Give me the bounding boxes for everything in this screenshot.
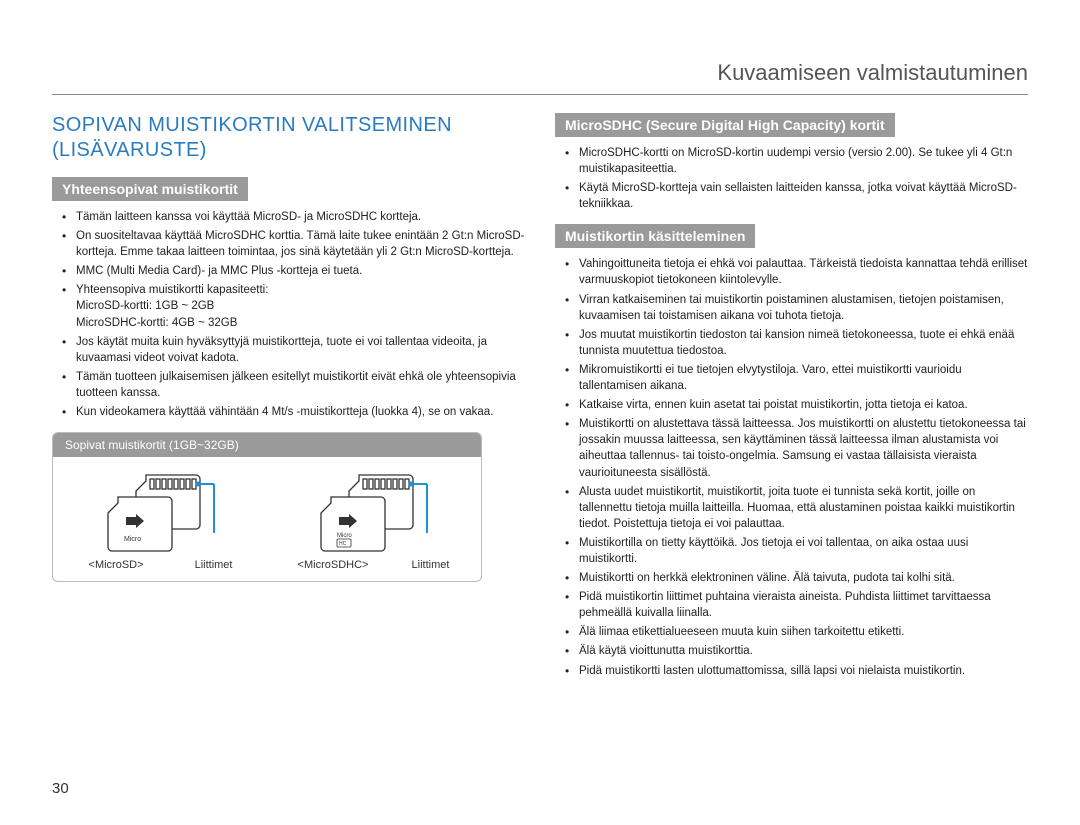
bullet-item: Jos käytät muita kuin hyväksyttyjä muist… (76, 334, 525, 366)
bullet-item: Älä liimaa etikettialueeseen muuta kuin … (579, 624, 1028, 640)
bullet-item: Yhteensopiva muistikortti kapasiteetti:M… (76, 282, 525, 330)
subheading-microsdhc: MicroSDHC (Secure Digital High Capacity)… (555, 113, 895, 137)
bullet-item: Pidä muistikortin liittimet puhtaina vie… (579, 589, 1028, 621)
bullet-item: Muistikortilla on tietty käyttöikä. Jos … (579, 535, 1028, 567)
bullet-item: Tämän laitteen kanssa voi käyttää MicroS… (76, 209, 525, 225)
bullet-item: Muistikortti on herkkä elektroninen väli… (579, 570, 1028, 586)
bullets-compatible: Tämän laitteen kanssa voi käyttää MicroS… (52, 209, 525, 420)
svg-text:Micro: Micro (337, 533, 352, 539)
bullet-item: Muistikortti on alustettava tässä laitte… (579, 416, 1028, 480)
page-number: 30 (52, 780, 69, 797)
microsd-slot: Micro <MicroSD> Liittimet (63, 473, 258, 571)
contacts-label: Liittimet (412, 559, 450, 571)
svg-text:HC: HC (339, 541, 347, 547)
bullets-microsdhc: MicroSDHC-kortti on MicroSD-kortin uudem… (555, 145, 1028, 212)
page-header: Kuvaamiseen valmistautuminen (52, 60, 1028, 95)
contacts-label: Liittimet (195, 559, 233, 571)
bullet-item: Kun videokamera käyttää vähintään 4 Mt/s… (76, 404, 525, 420)
card-box-body: Micro <MicroSD> Liittimet (53, 457, 481, 581)
bullet-item: Tämän tuotteen julkaisemisen jälkeen esi… (76, 369, 525, 401)
card-box-title: Sopivat muistikortit (1GB~32GB) (53, 433, 481, 457)
subheading-compatible-cards: Yhteensopivat muistikortit (52, 177, 248, 201)
microsd-label: <MicroSD> (89, 559, 144, 571)
bullet-item: Virran katkaiseminen tai muistikortin po… (579, 292, 1028, 324)
left-column: SOPIVAN MUISTIKORTIN VALITSEMINEN (LISÄV… (52, 113, 525, 691)
card-compatibility-box: Sopivat muistikortit (1GB~32GB) (52, 432, 482, 582)
bullet-item: Mikromuistikortti ei tue tietojen elvyty… (579, 362, 1028, 394)
bullet-item: Älä käytä vioittunutta muistikorttia. (579, 643, 1028, 659)
microsdhc-label: <MicroSDHC> (298, 559, 369, 571)
bullet-item: Pidä muistikortti lasten ulottumattomiss… (579, 663, 1028, 679)
bullet-item: Käytä MicroSD-kortteja vain sellaisten l… (579, 180, 1028, 212)
bullet-item: Alusta uudet muistikortit, muistikortit,… (579, 484, 1028, 532)
content-columns: SOPIVAN MUISTIKORTIN VALITSEMINEN (LISÄV… (52, 113, 1028, 691)
bullet-item: MMC (Multi Media Card)- ja MMC Plus -kor… (76, 263, 525, 279)
subheading-handling: Muistikortin käsitteleminen (555, 224, 755, 248)
bullet-item: On suositeltavaa käyttää MicroSDHC kortt… (76, 228, 525, 260)
microsd-card-icon: Micro (106, 473, 216, 553)
microsdhc-slot: Micro HC <MicroSDHC> Liittimet (276, 473, 471, 571)
bullets-handling: Vahingoittuneita tietoja ei ehkä voi pal… (555, 256, 1028, 678)
bullet-item: Katkaise virta, ennen kuin asetat tai po… (579, 397, 1028, 413)
svg-text:Micro: Micro (124, 536, 141, 543)
bullet-item: Vahingoittuneita tietoja ei ehkä voi pal… (579, 256, 1028, 288)
bullet-item: MicroSDHC-kortti on MicroSD-kortin uudem… (579, 145, 1028, 177)
main-heading: SOPIVAN MUISTIKORTIN VALITSEMINEN (LISÄV… (52, 113, 525, 163)
microsdhc-card-icon: Micro HC (319, 473, 429, 553)
right-column: MicroSDHC (Secure Digital High Capacity)… (555, 113, 1028, 691)
bullet-item: Jos muutat muistikortin tiedoston tai ka… (579, 327, 1028, 359)
